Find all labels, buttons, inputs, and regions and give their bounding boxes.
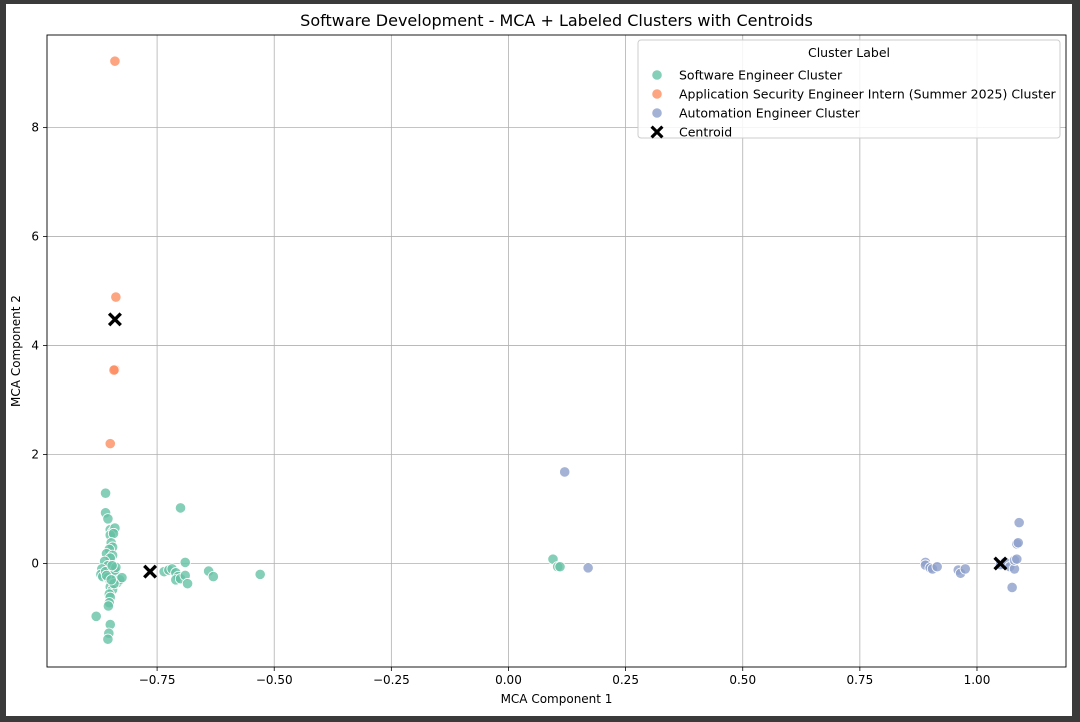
- y-tick-label: 4: [31, 339, 39, 353]
- data-point-series-0: [107, 527, 120, 540]
- centroid-x-icon: [143, 564, 158, 579]
- data-point-series-1: [109, 55, 121, 67]
- data-point-series-0: [90, 610, 102, 622]
- data-point-series-2: [931, 561, 943, 573]
- data-point-series-0: [554, 561, 566, 573]
- y-axis-label: MCA Component 2: [9, 295, 23, 407]
- y-tick-label: 2: [31, 448, 39, 462]
- data-points: [90, 55, 1025, 645]
- centroid-markers: [107, 312, 1008, 579]
- legend-entry-label: Application Security Engineer Intern (Su…: [679, 87, 1057, 102]
- figure-frame: Software Development - MCA + Labeled Clu…: [6, 4, 1072, 716]
- data-point-series-0: [174, 502, 187, 514]
- x-tick-label: 0.25: [612, 673, 639, 687]
- data-point-series-2: [582, 562, 594, 574]
- x-tick-label: 0.00: [495, 673, 522, 687]
- x-tick-label: 1.00: [964, 673, 991, 687]
- legend: Cluster Label Software Engineer Cluster Ap…: [637, 39, 1061, 140]
- legend-entry-label: Automation Engineer Cluster: [679, 106, 861, 121]
- x-tick-label: 0.75: [846, 673, 873, 687]
- x-tick-label: −0.75: [139, 673, 176, 687]
- data-point-series-1: [108, 364, 120, 376]
- y-tick-label: 8: [31, 121, 39, 135]
- centroid-x-icon: [993, 556, 1008, 571]
- plot-area-border: [46, 34, 1067, 668]
- y-tick-label: 6: [31, 230, 39, 244]
- y-tick-label: 0: [31, 556, 39, 570]
- data-point-series-2: [1006, 581, 1018, 594]
- data-point-series-0: [207, 570, 219, 583]
- x-tick-label: 0.50: [729, 673, 756, 687]
- data-point-series-2: [559, 466, 571, 478]
- data-point-series-0: [181, 578, 194, 590]
- data-point-series-0: [99, 487, 112, 499]
- y-axis-ticks: 0 2 4 6 8: [31, 121, 47, 570]
- x-tick-label: −0.25: [373, 673, 410, 687]
- legend-entry-label: Centroid: [679, 125, 732, 140]
- legend-marker: [651, 69, 663, 81]
- data-point-series-2: [1011, 553, 1023, 565]
- legend-title: Cluster Label: [808, 45, 890, 60]
- x-axis-ticks: −0.75 −0.50 −0.25 0.00 0.25 0.50 0.75 1.00: [139, 667, 991, 687]
- legend-entry-label: Software Engineer Cluster: [679, 68, 843, 83]
- data-point-series-1: [104, 438, 116, 450]
- legend-box: [637, 39, 1061, 139]
- legend-marker: [651, 88, 663, 100]
- data-point-series-0: [102, 513, 114, 525]
- data-point-series-0: [116, 572, 128, 584]
- data-point-series-0: [102, 633, 114, 645]
- data-point-series-0: [254, 568, 266, 580]
- x-tick-label: −0.50: [256, 673, 293, 687]
- data-point-series-0: [105, 574, 117, 586]
- legend-centroid-x-icon: [650, 125, 664, 139]
- x-axis-label: MCA Component 1: [501, 692, 613, 706]
- legend-marker: [651, 107, 663, 119]
- scatter-chart: Software Development - MCA + Labeled Clu…: [9, 11, 1067, 706]
- centroid-x-icon: [107, 312, 122, 327]
- data-point-series-2: [1013, 517, 1025, 529]
- data-point-series-0: [106, 560, 118, 572]
- data-point-series-0: [102, 600, 114, 612]
- data-point-series-2: [959, 563, 971, 575]
- data-point-series-0: [179, 556, 191, 568]
- data-point-series-1: [110, 291, 122, 303]
- data-point-series-2: [1012, 537, 1024, 549]
- chart-title: Software Development - MCA + Labeled Clu…: [300, 11, 813, 30]
